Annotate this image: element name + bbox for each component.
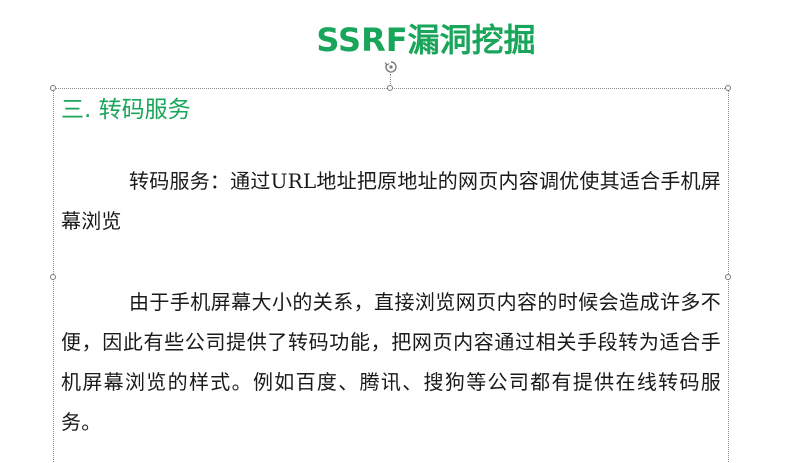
- resize-handle-top-center[interactable]: [387, 85, 393, 91]
- resize-handle-middle-right[interactable]: [725, 274, 731, 280]
- resize-handle-middle-left[interactable]: [50, 274, 56, 280]
- body-paragraph-1[interactable]: 转码服务：通过URL地址把原地址的网页内容调优使其适合手机屏幕浏览: [61, 169, 721, 233]
- slide-title[interactable]: SSRF漏洞挖掘: [316, 21, 536, 59]
- rotate-handle-stem: [390, 74, 391, 88]
- section-heading[interactable]: 三. 转码服务: [61, 97, 191, 123]
- resize-handle-top-left[interactable]: [50, 85, 56, 91]
- body-paragraph-2[interactable]: 由于手机屏幕大小的关系，直接浏览网页内容的时候会造成许多不便，因此有些公司提供了…: [61, 290, 721, 434]
- rotate-handle-icon[interactable]: [384, 60, 398, 74]
- resize-handle-top-right[interactable]: [725, 85, 731, 91]
